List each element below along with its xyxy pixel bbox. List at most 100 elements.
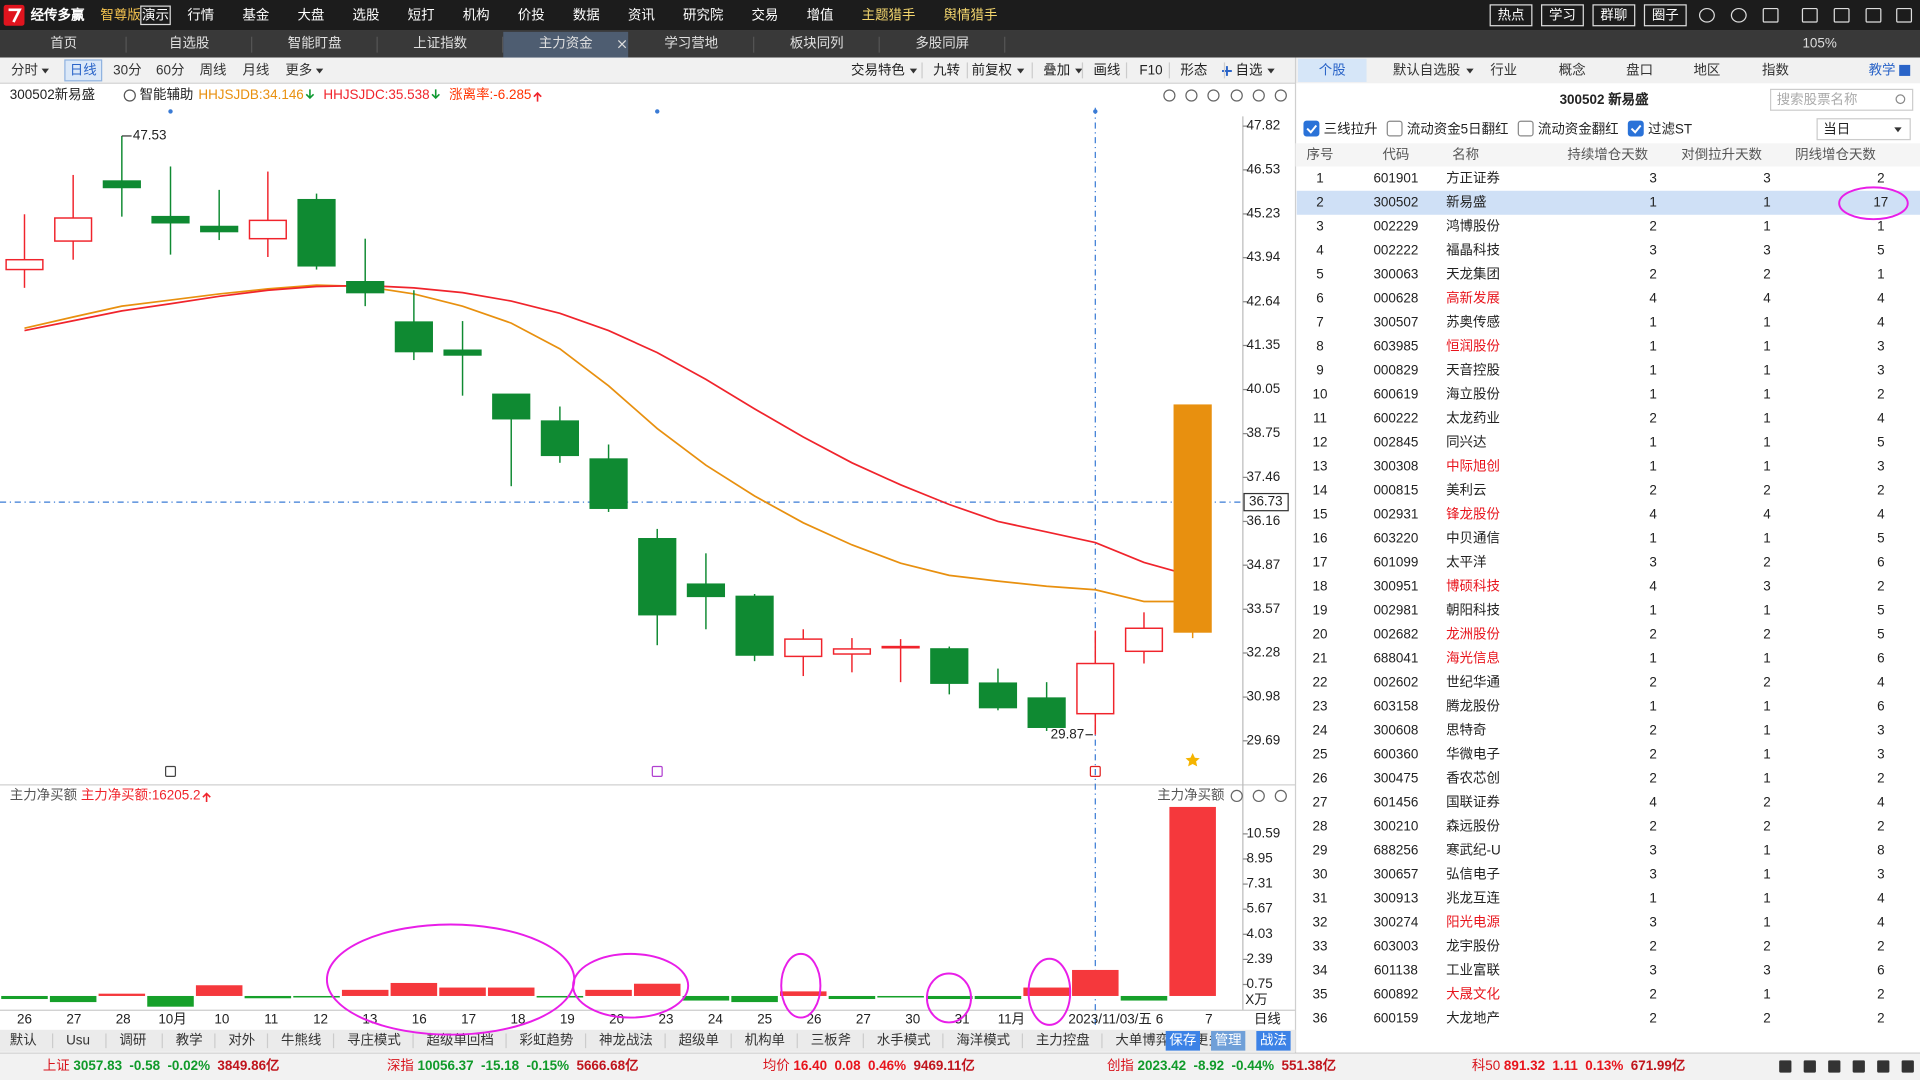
cell[interactable]: 5	[1877, 530, 1884, 545]
cell[interactable]: 4	[1877, 506, 1885, 521]
cell[interactable]: 32	[1313, 914, 1328, 929]
cell[interactable]: 18	[1313, 578, 1328, 593]
cell[interactable]: 2	[1649, 818, 1656, 833]
cell[interactable]: 4	[1877, 674, 1885, 689]
cell[interactable]: 2	[1763, 266, 1770, 281]
cell[interactable]: 300063	[1373, 266, 1418, 281]
cell[interactable]: 2	[1763, 818, 1770, 833]
cell[interactable]: 新易盛	[1446, 194, 1486, 209]
tab[interactable]: 智能盯盘	[288, 35, 342, 51]
cell[interactable]: 1	[1877, 218, 1884, 233]
cell[interactable]: 鸿博股份	[1446, 217, 1500, 233]
window-icon[interactable]	[1762, 7, 1779, 23]
cell[interactable]: 2	[1877, 938, 1884, 953]
tab[interactable]: 多股同屏	[915, 35, 969, 51]
cell[interactable]: 2	[1763, 626, 1770, 641]
search-icon[interactable]	[1895, 94, 1906, 105]
cell[interactable]: 1	[1763, 218, 1770, 233]
cell[interactable]: 大晟文化	[1446, 986, 1500, 1001]
cell[interactable]: 世纪华通	[1446, 674, 1500, 689]
cell[interactable]: 2	[1877, 818, 1884, 833]
cell[interactable]: 4	[1877, 914, 1885, 929]
cell[interactable]: 603220	[1373, 530, 1418, 545]
cell[interactable]: 8	[1877, 842, 1884, 857]
cell[interactable]: 2	[1649, 266, 1656, 281]
cell[interactable]: 601138	[1374, 962, 1418, 977]
cell[interactable]: 1	[1763, 194, 1770, 209]
cell[interactable]: 2	[1649, 1010, 1656, 1025]
cell[interactable]: 603158	[1373, 698, 1418, 713]
cell[interactable]: 天龙集团	[1446, 266, 1500, 281]
tool-item[interactable]: 超级单	[679, 1032, 719, 1047]
cell[interactable]: 6	[1877, 698, 1884, 713]
menu-item[interactable]: 数据	[573, 7, 600, 22]
tool-item[interactable]: 寻庄模式	[347, 1031, 401, 1047]
chart-tool-icon[interactable]	[1274, 89, 1287, 102]
cell[interactable]: 4	[1877, 410, 1885, 425]
cell[interactable]: 1	[1649, 386, 1656, 401]
cell[interactable]: 1	[1763, 650, 1770, 665]
cell[interactable]: 1	[1649, 362, 1656, 377]
toolbar-item[interactable]: 形态	[1180, 63, 1207, 78]
menu-item[interactable]: 增值	[807, 7, 834, 22]
checkbox[interactable]	[1386, 120, 1403, 137]
toolbar-item[interactable]: 60分	[156, 63, 184, 78]
cell[interactable]: 4	[1763, 290, 1771, 305]
cell[interactable]: 4	[1877, 290, 1885, 305]
cell[interactable]: 2	[1763, 554, 1770, 569]
action-button[interactable]	[1256, 1031, 1291, 1051]
cell[interactable]: 300608	[1373, 722, 1418, 737]
cell[interactable]: 弘信电子	[1446, 866, 1500, 881]
panel-tab[interactable]: 教学	[1869, 63, 1896, 78]
toolbar-item[interactable]: 更多	[285, 62, 312, 78]
cell[interactable]: 5	[1877, 602, 1884, 617]
tab[interactable]: 首页	[50, 36, 77, 51]
cell[interactable]: 腾龙股份	[1446, 697, 1500, 713]
cell[interactable]: 6	[1316, 290, 1323, 305]
toolbar-item[interactable]: F10	[1139, 63, 1162, 78]
cell[interactable]: 恒润股份	[1446, 338, 1500, 353]
menu-item[interactable]: 短打	[408, 6, 435, 22]
cell[interactable]: 1	[1649, 650, 1656, 665]
cell[interactable]: 4	[1877, 794, 1885, 809]
tab[interactable]: 主力资金	[539, 36, 593, 51]
checkbox[interactable]	[1303, 120, 1320, 137]
action-button[interactable]	[1211, 1031, 1246, 1051]
cell[interactable]: 1	[1649, 194, 1656, 209]
cell[interactable]: 600619	[1373, 386, 1418, 401]
panel-tab[interactable]: 个股	[1319, 63, 1346, 78]
cell[interactable]: 1	[1763, 890, 1770, 905]
cell[interactable]: 6	[1877, 650, 1884, 665]
cell[interactable]: 3	[1649, 962, 1656, 977]
action-button[interactable]	[1165, 1031, 1200, 1051]
status-icon[interactable]	[1803, 1060, 1816, 1073]
cell[interactable]: 17	[1873, 194, 1888, 209]
cell[interactable]: 海立股份	[1446, 386, 1500, 401]
menu-button-box[interactable]	[1489, 4, 1533, 27]
window-icon[interactable]	[1865, 7, 1882, 23]
menu-button-box[interactable]	[1592, 4, 1636, 27]
window-icon[interactable]	[1698, 7, 1715, 23]
filter-label[interactable]: 流动资金5日翻红	[1407, 121, 1509, 136]
cell[interactable]: 2	[1649, 938, 1656, 953]
toolbar-item[interactable]: 日线	[70, 63, 97, 78]
cell[interactable]: 3	[1316, 218, 1323, 233]
cell[interactable]: 2	[1649, 986, 1656, 1001]
cell[interactable]: 2	[1649, 482, 1656, 497]
cell[interactable]: 朝阳科技	[1446, 602, 1500, 617]
cell[interactable]: 3	[1877, 746, 1884, 761]
chart-tool-icon[interactable]	[1252, 89, 1265, 102]
cell[interactable]: 天音控股	[1446, 361, 1500, 377]
cell[interactable]: 601456	[1373, 794, 1418, 809]
tab[interactable]: 学习营地	[664, 36, 718, 51]
action-label[interactable]: 管理	[1215, 1032, 1242, 1047]
window-icon[interactable]	[1801, 7, 1818, 23]
cell[interactable]: 000628	[1373, 290, 1418, 305]
menu-item[interactable]: 研究院	[683, 7, 723, 22]
cell[interactable]: 1	[1649, 314, 1656, 329]
cell[interactable]: 002602	[1373, 674, 1418, 689]
cell[interactable]: 600222	[1373, 410, 1418, 425]
tool-item[interactable]: 水手模式	[877, 1032, 931, 1047]
cell[interactable]: 9	[1316, 362, 1323, 377]
cell[interactable]: 300913	[1373, 890, 1418, 905]
